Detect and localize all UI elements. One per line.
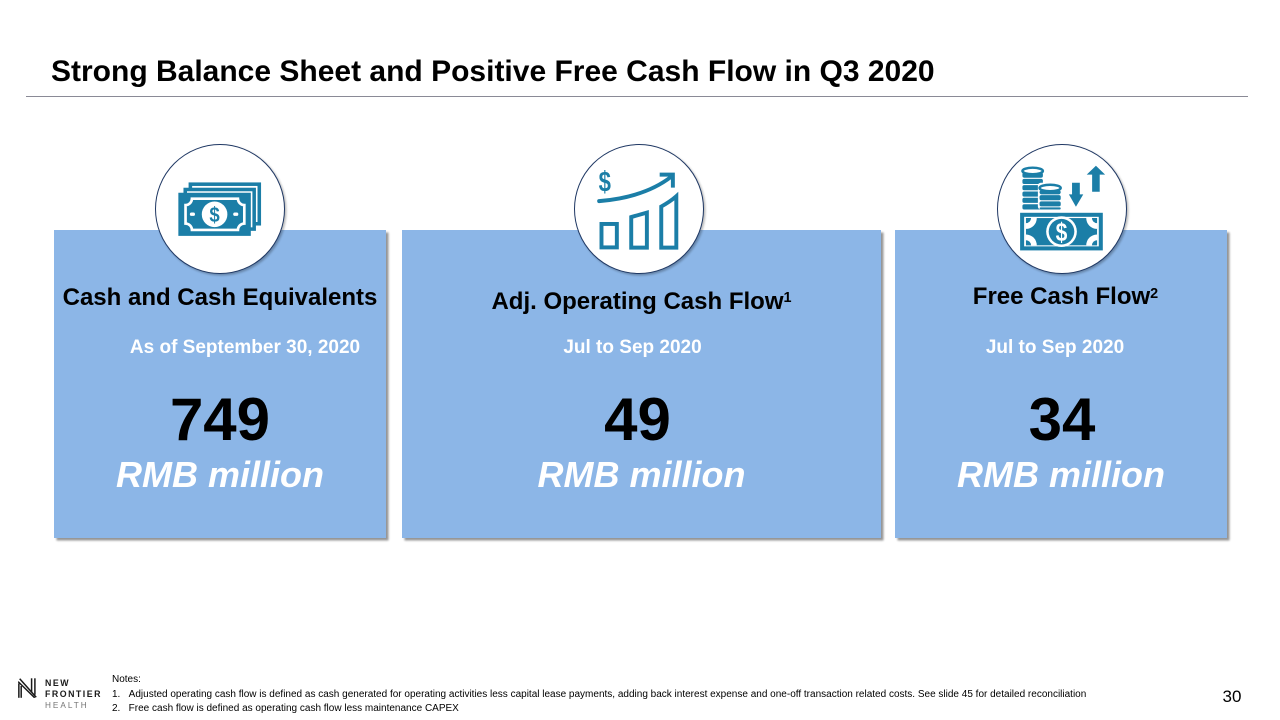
svg-text:$: $ xyxy=(209,202,219,227)
svg-text:$: $ xyxy=(1056,219,1068,247)
svg-text:$: $ xyxy=(599,167,611,199)
